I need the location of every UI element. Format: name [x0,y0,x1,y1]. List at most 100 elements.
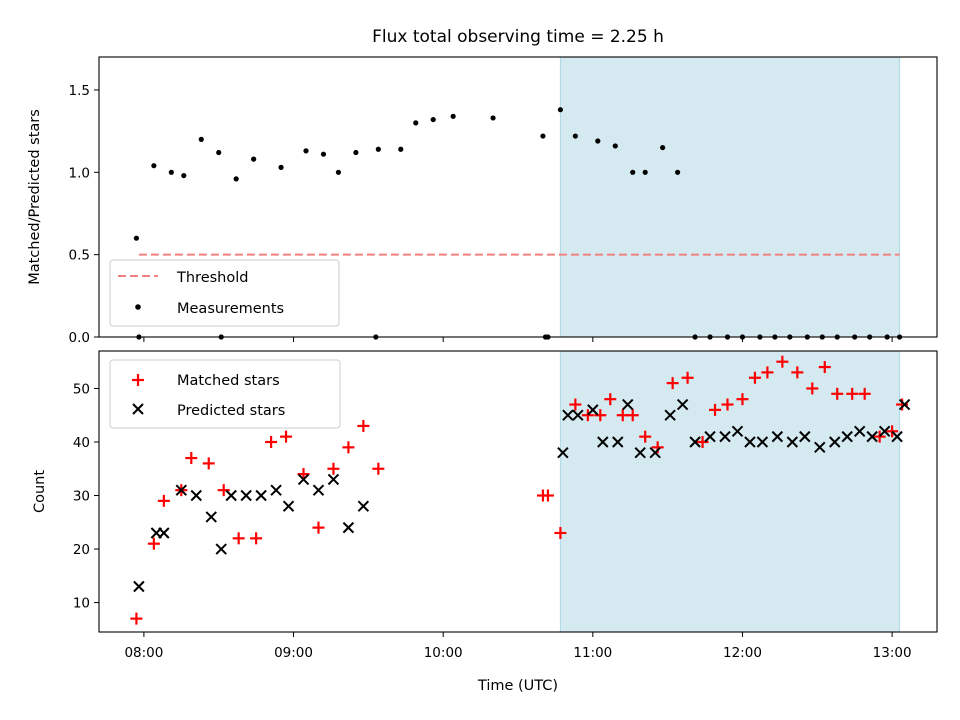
bottom-axis-ticks: 08:00 09:00 10:00 11:00 12:00 13:00 10 20 30 40 50 [73,381,912,661]
matched-star-point [761,366,774,379]
matched-star-point [709,403,722,416]
bottom-legend: Matched stars Predicted stars [109,359,341,429]
matched-star-point [776,355,789,368]
measurement-point [168,169,174,175]
predicted-star-point [689,436,701,448]
matched-star-point [666,377,679,390]
matched-star-point [357,419,370,432]
measurement-point [151,163,157,169]
measurement-point [595,138,601,144]
matched-star-point [681,371,694,384]
predicted-star-point [866,430,878,443]
predicted-star-point [282,500,295,512]
measurement-point [413,120,419,126]
measurement-point [398,146,404,152]
matched-star-point [896,398,909,411]
predicted-star-point [158,527,170,539]
predicted-star-point [853,425,866,437]
measurement-point [675,169,681,175]
measurement-point [133,235,140,241]
measurement-point [375,146,381,152]
bottom-y-tick-label: 50 [73,381,90,397]
measurement-point [430,116,436,123]
matched-star-point [581,409,594,422]
top-panel: 0.0 0.5 1.0 1.5 Matched/Predicted stars [27,56,938,346]
predicted-star-point [634,446,646,459]
matched-star-point [791,366,804,379]
top-y-tick-label: 1.0 [69,165,90,181]
predicted-star-point [898,398,911,411]
predicted-star-point [786,436,799,448]
predicted-star-point [731,425,744,437]
matched-star-point [886,425,899,438]
matched-star-point [147,537,160,550]
matched-star-point [696,435,709,448]
predicted-star-point [342,521,355,534]
predicted-star-point [664,409,676,421]
bottom-panel: 08:00 09:00 10:00 11:00 12:00 13:00 10 20 30 40 50… [32,350,938,694]
predicted-star-point [878,425,891,437]
measurement-point [320,151,327,157]
top-y-tick-label: 0.5 [69,248,90,264]
matched-star-point [130,612,143,625]
predicted-star-point [255,489,267,502]
matched-star-point [157,494,170,507]
matched-star-point [265,435,278,448]
x-tick-label: 10:00 [424,645,463,661]
measurement-point [642,169,648,175]
x-tick-label: 09:00 [274,645,313,661]
predicted-star-point [225,489,237,502]
matched-stars-points [130,355,909,625]
predicted-star-point [357,500,370,512]
measurement-point [572,133,578,139]
legend-measurements-label: Measurements [177,301,284,317]
measurement-points [133,107,903,340]
measurement-point [490,115,496,121]
observing-span-shade-bottom [559,350,901,633]
predicted-star-point [799,430,811,443]
predicted-star-point [557,446,569,459]
matched-star-point [250,532,263,545]
legend-predicted-swatch [132,403,144,415]
matched-star-point [541,489,554,502]
measurement-point [181,172,187,179]
predicted-star-point [587,404,599,416]
matched-star-point [202,457,215,470]
predicted-star-point [704,430,716,443]
legend-predicted-label: Predicted stars [177,403,285,419]
predicted-star-point [562,409,574,421]
predicted-star-point [891,430,903,443]
legend-threshold-label: Threshold [176,270,248,286]
matched-star-point [327,462,340,475]
matched-star-point [217,484,230,497]
predicted-star-point [676,398,689,411]
predicted-stars-points [133,398,911,593]
matched-star-point [818,361,831,374]
predicted-star-point [327,473,340,486]
top-legend-box [109,259,340,327]
predicted-star-point [612,436,624,448]
top-axis-ticks: 0.0 0.5 1.0 1.5 [69,83,893,346]
x-tick-label: 12:00 [723,645,762,661]
predicted-star-point [175,484,188,496]
x-tick-label: 11:00 [573,645,612,661]
predicted-star-point [240,489,252,502]
observing-span-shade-top [559,56,901,338]
bottom-y-tick-label: 20 [73,542,90,558]
matched-star-point [831,387,844,400]
chart-title: Flux total observing time = 2.25 h [372,27,664,47]
matched-star-point [312,521,325,534]
predicted-star-point [829,436,841,448]
legend-matched-label: Matched stars [177,373,280,389]
measurement-point [303,148,309,154]
matched-star-point [748,371,761,384]
x-tick-label: 13:00 [873,645,912,661]
top-y-tick-label: 1.5 [69,83,90,99]
predicted-star-point [744,436,756,448]
x-tick-label: 08:00 [124,645,163,661]
measurement-point [335,169,342,175]
top-legend: Threshold Measurements [109,259,340,327]
top-y-tick-label: 0.0 [69,330,90,346]
measurement-point [216,149,222,156]
matched-star-point [280,430,293,443]
